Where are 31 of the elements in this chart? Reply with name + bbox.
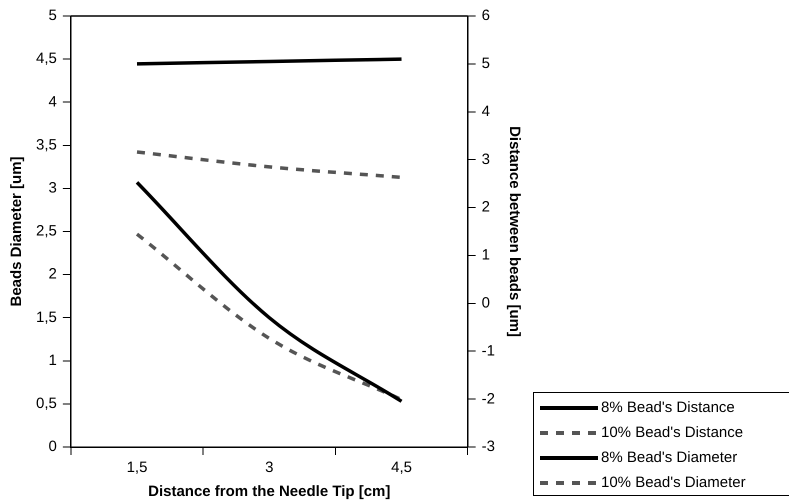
y-axis-title: Beads Diameter [um]: [8, 156, 26, 307]
x-tick-label: 4,5: [391, 459, 412, 476]
y2-tick-label: -2: [482, 390, 496, 408]
y2-tick-label: -1: [482, 342, 496, 360]
y-tick-label: 2,5: [36, 222, 57, 240]
y2-tick-label: 5: [482, 55, 490, 72]
y2-tick-label: 6: [482, 7, 490, 24]
legend-label: 8% Bead's Diameter: [601, 449, 738, 466]
legend-label: 8% Bead's Distance: [601, 399, 735, 416]
y-tick-label: 2: [48, 266, 57, 283]
y2-tick-label: 2: [482, 198, 490, 216]
y2-tick-label: 3: [482, 150, 490, 168]
y-tick-label: 0,5: [36, 395, 57, 412]
y-tick-label: 3: [48, 180, 57, 197]
y-tick-label: 1: [48, 352, 57, 369]
y2-tick-label: 1: [482, 246, 490, 264]
x-axis-title: Distance from the Needle Tip [cm]: [148, 483, 390, 500]
y-tick-label: 3,5: [36, 136, 57, 154]
y-tick-label: 1,5: [36, 308, 57, 326]
y2-tick-label: 4: [482, 102, 490, 120]
y-tick-label: 4: [48, 93, 57, 110]
y2-axis-title: Distance between beads [um]: [506, 126, 523, 337]
y2-tick-label: -3: [482, 438, 496, 456]
legend-label: 10% Bead's Distance: [601, 424, 744, 441]
x-tick-label: 1,5: [126, 459, 148, 476]
y2-tick-label: 0: [482, 294, 490, 312]
legend-label: 10% Bead's Diameter: [601, 474, 746, 491]
y-tick-label: 4,5: [36, 50, 57, 68]
y-tick-label: 0: [48, 438, 57, 456]
x-tick-label: 3: [265, 459, 274, 476]
y-tick-label: 5: [48, 7, 57, 24]
